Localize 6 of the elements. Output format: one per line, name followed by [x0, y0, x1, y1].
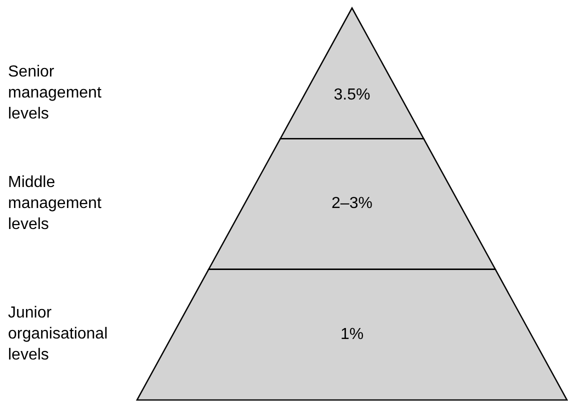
- category-label: Middle management levels: [8, 174, 102, 234]
- category-label: Junior organisational levels: [8, 304, 108, 364]
- data-label: 3.5%: [334, 86, 370, 104]
- data-label: 2–3%: [332, 195, 372, 212]
- data-label: 1%: [340, 326, 364, 343]
- category-label: Senior management levels: [8, 64, 102, 123]
